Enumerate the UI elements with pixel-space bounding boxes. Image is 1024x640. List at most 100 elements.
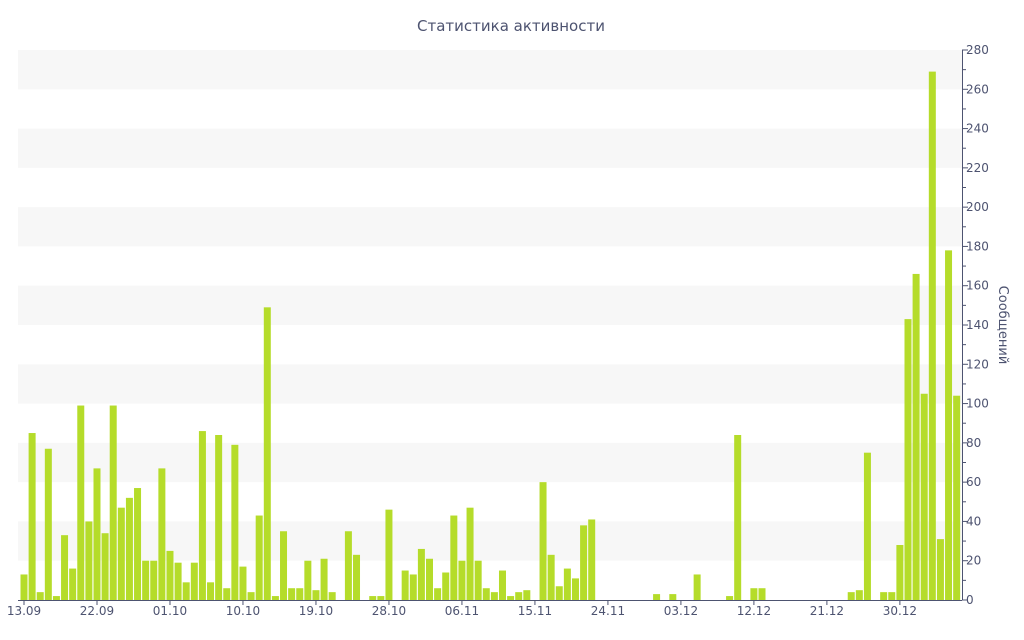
bar-05.10 (198, 431, 206, 600)
bar-25.12 (855, 590, 863, 600)
bar-01.10 (166, 550, 174, 600)
bar-21.11 (580, 525, 588, 600)
y-axis-label: Сообщений (995, 286, 1010, 365)
bar-14.11 (523, 590, 531, 600)
grid-band (18, 50, 962, 90)
bar-18.11 (555, 586, 563, 600)
bar-17.10 (296, 588, 304, 600)
bar-03.01 (928, 71, 936, 601)
bar-16.10 (288, 588, 296, 600)
bar-15.10 (280, 531, 288, 600)
bar-09.12 (726, 596, 734, 600)
y-tick-label: 100 (966, 397, 989, 411)
bar-10.11 (490, 592, 498, 600)
x-tick-label: 15.11 (518, 604, 552, 618)
x-tick-label: 19.10 (299, 604, 333, 618)
bar-02.01 (920, 393, 928, 600)
bar-28.10 (385, 509, 393, 600)
y-tick-label: 260 (966, 82, 989, 96)
bar-24.12 (847, 592, 855, 600)
bar-15.09 (36, 592, 44, 600)
bar-22.11 (588, 519, 596, 600)
bar-31.10 (409, 574, 417, 600)
bar-09.10 (231, 444, 239, 600)
bar-12.10 (255, 515, 263, 600)
x-tick-label: 22.09 (80, 604, 114, 618)
bar-21.10 (328, 592, 336, 600)
bar-29.09 (150, 560, 158, 600)
x-tick-label: 01.10 (153, 604, 187, 618)
grid-band (18, 285, 962, 325)
bar-26.10 (369, 596, 377, 600)
bar-16.09 (44, 448, 52, 600)
bar-04.11 (442, 572, 450, 600)
x-tick-label: 30.12 (883, 604, 917, 618)
bar-07.11 (466, 507, 474, 600)
bar-16.11 (539, 482, 547, 600)
bar-01.01 (912, 273, 920, 600)
y-tick-label: 0 (966, 593, 974, 607)
bar-29.12 (888, 592, 896, 600)
bar-24.10 (353, 554, 361, 600)
bar-11.10 (247, 592, 255, 600)
bar-13.12 (758, 588, 766, 600)
y-tick-label: 20 (966, 554, 981, 568)
grid-band (18, 207, 962, 247)
bar-08.11 (474, 560, 482, 600)
bar-21.09 (85, 521, 93, 600)
bar-04.01 (936, 539, 944, 600)
bar-20.10 (320, 558, 328, 600)
bar-30.12 (896, 545, 904, 600)
bar-13.10 (263, 307, 271, 600)
x-tick-label: 13.09 (7, 604, 41, 618)
y-tick-label: 80 (966, 436, 981, 450)
bar-11.11 (498, 570, 506, 600)
bar-06.11 (458, 560, 466, 600)
y-tick-label: 200 (966, 200, 989, 214)
bar-17.09 (52, 596, 60, 600)
bar-12.11 (507, 596, 515, 600)
bar-13.11 (515, 592, 523, 600)
bar-02.11 (426, 558, 433, 600)
y-tick-label: 280 (966, 43, 989, 57)
bar-24.09 (109, 405, 117, 600)
bar-31.12 (904, 319, 912, 600)
bar-18.09 (61, 535, 69, 600)
bar-27.09 (134, 488, 142, 600)
x-tick-label: 06.11 (445, 604, 479, 618)
bar-14.10 (271, 596, 279, 600)
bar-20.09 (77, 405, 85, 600)
bar-23.10 (344, 531, 352, 600)
x-tick-label: 24.11 (591, 604, 625, 618)
bar-08.10 (223, 588, 231, 600)
y-tick-label: 180 (966, 239, 989, 253)
bar-07.10 (215, 435, 223, 600)
bar-03.10 (182, 582, 190, 600)
y-tick-label: 140 (966, 318, 989, 332)
bar-20.11 (571, 578, 579, 600)
bar-26.09 (125, 497, 133, 600)
bar-19.11 (563, 568, 571, 600)
bar-27.10 (377, 596, 385, 600)
x-tick-label: 21.12 (810, 604, 844, 618)
bar-30.10 (401, 570, 409, 600)
bar-23.09 (101, 533, 109, 600)
y-tick-label: 40 (966, 514, 981, 528)
x-tick-label: 10.10 (226, 604, 260, 618)
grid-band (18, 128, 962, 168)
bar-06.10 (207, 582, 215, 600)
x-tick-label: 28.10 (372, 604, 406, 618)
x-tick-label: 03.12 (664, 604, 698, 618)
bar-05.12 (693, 574, 701, 600)
bar-30.09 (158, 468, 166, 600)
bar-28.09 (142, 560, 150, 600)
y-tick-label: 160 (966, 279, 989, 293)
bar-26.12 (863, 452, 871, 600)
bar-02.10 (174, 562, 182, 600)
bar-12.12 (750, 588, 758, 600)
bar-05.11 (450, 515, 458, 600)
bar-28.12 (880, 592, 888, 600)
y-tick-label: 120 (966, 357, 989, 371)
bar-10.12 (734, 435, 742, 600)
